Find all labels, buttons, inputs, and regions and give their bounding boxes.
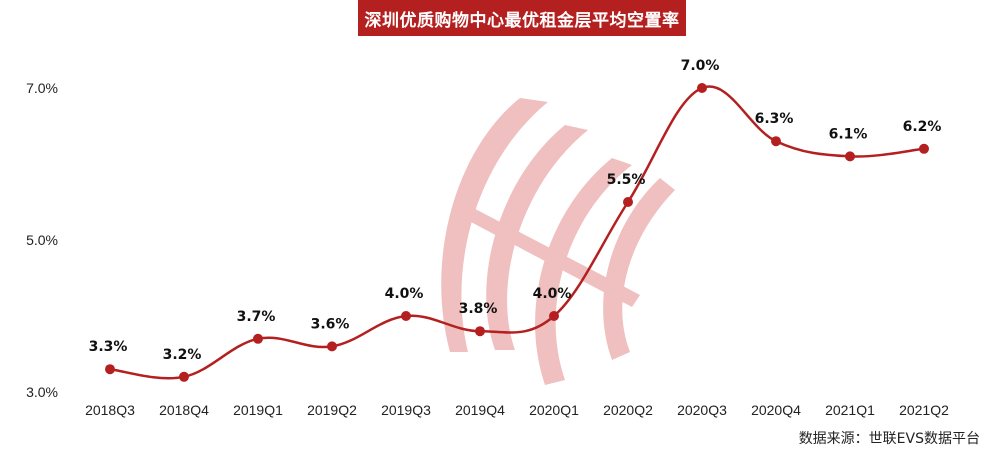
data-point [327,341,337,352]
data-point [253,333,263,344]
data-point [401,311,411,321]
chart-title: 深圳优质购物中心最优租金层平均空置率 [358,0,686,36]
x-tick-label: 2019Q4 [455,402,505,418]
data-label: 6.3% [755,111,794,127]
data-label: 4.0% [533,286,572,302]
data-point [549,311,559,321]
data-label: 3.3% [89,339,128,355]
data-point [475,326,485,337]
x-tick-label: 2021Q1 [825,402,875,418]
data-point [105,364,115,375]
data-point [845,151,855,162]
x-tick-label: 2020Q3 [677,402,727,418]
data-label: 6.1% [829,126,868,142]
data-label: 3.7% [237,309,276,325]
data-point [697,83,707,93]
x-tick-label: 2020Q1 [529,402,579,418]
y-tick-label: 7.0% [26,80,58,96]
x-tick-label: 2019Q2 [307,402,357,418]
data-label: 5.5% [607,172,646,188]
data-label: 6.2% [903,119,942,135]
data-label: 3.2% [163,347,202,363]
x-tick-label: 2020Q4 [751,402,801,418]
y-tick-label: 3.0% [26,384,58,400]
x-tick-label: 2019Q3 [381,402,431,418]
x-tick-label: 2018Q4 [159,402,209,418]
data-point [919,143,929,154]
x-tick-label: 2018Q3 [85,402,135,418]
data-point [623,197,633,207]
data-label: 3.8% [459,301,498,317]
data-label: 3.6% [311,316,350,332]
x-tick-label: 2019Q1 [233,402,283,418]
y-tick-label: 5.0% [26,232,58,248]
watermark-logo [441,98,675,385]
x-tick-label: 2020Q2 [603,402,653,418]
data-label: 7.0% [681,58,720,74]
data-label: 4.0% [385,286,424,302]
x-tick-label: 2021Q2 [899,402,949,418]
data-point [771,136,781,147]
source-note: 数据来源：世联EVS数据平台 [798,431,980,447]
data-point [179,371,189,382]
